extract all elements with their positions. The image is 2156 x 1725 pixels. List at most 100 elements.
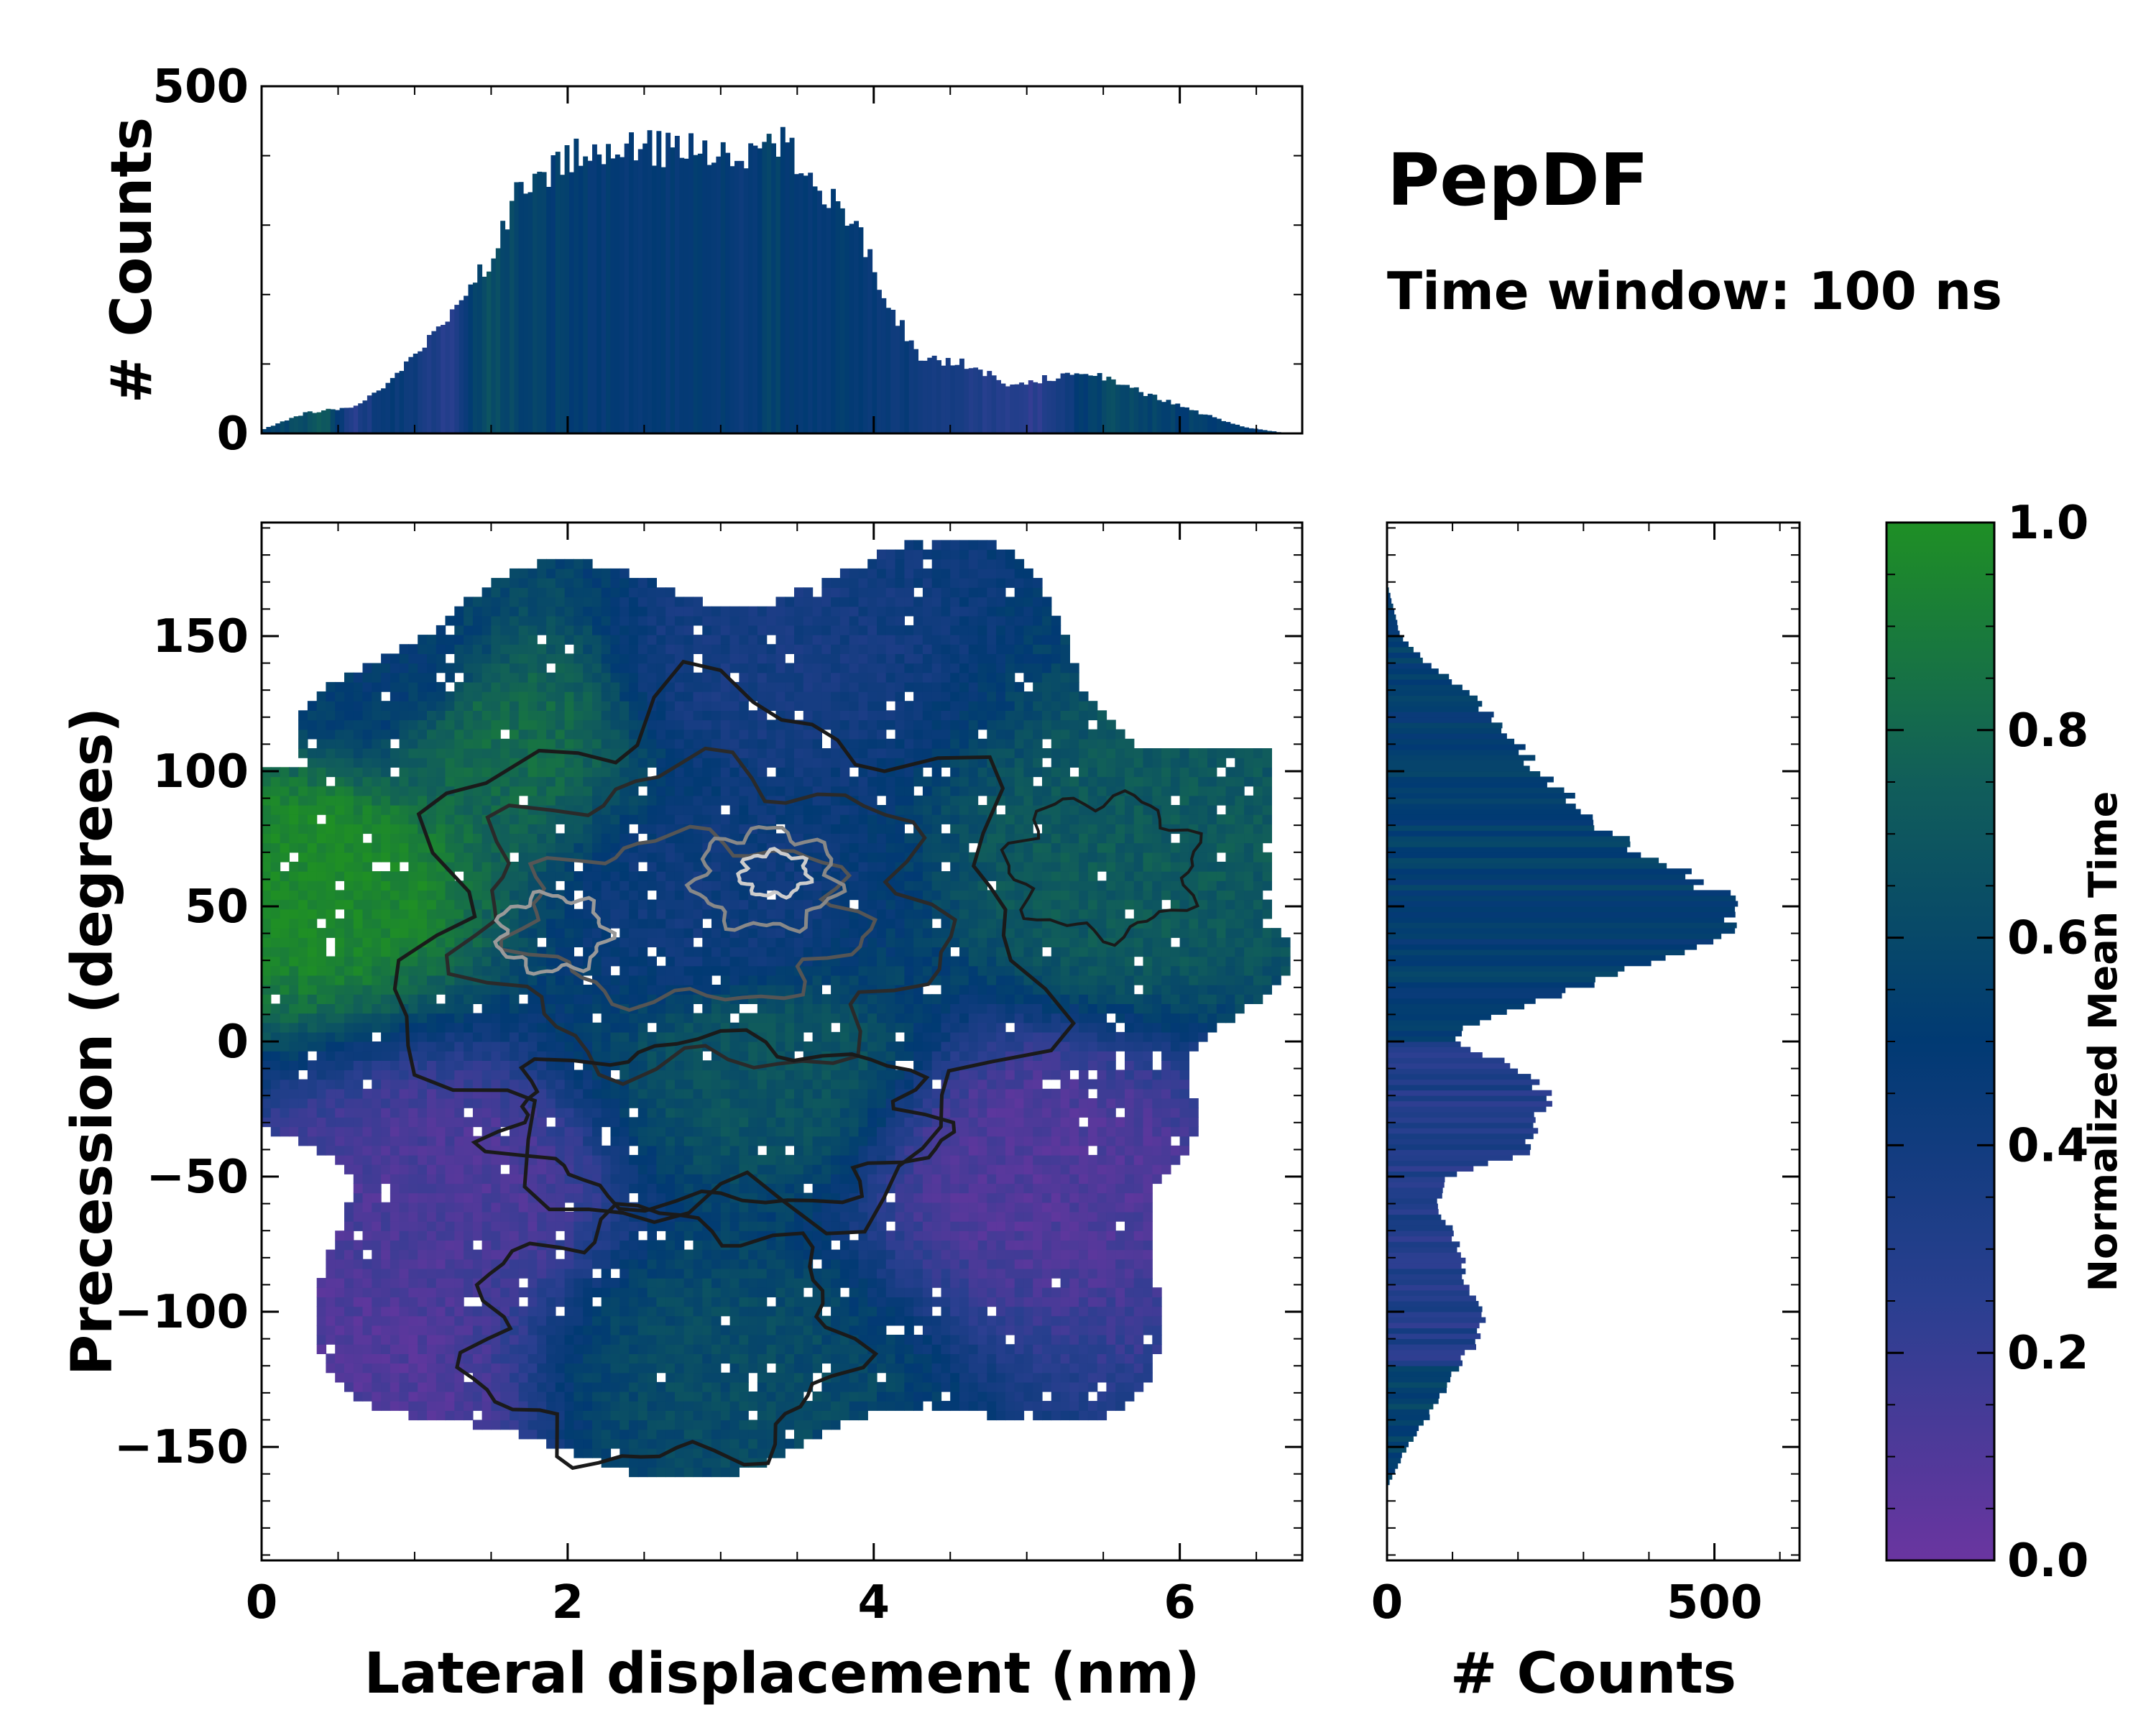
heatmap-cell <box>510 1164 520 1174</box>
heatmap-cell <box>335 1315 345 1326</box>
heatmap-cell <box>693 1088 703 1099</box>
heatmap-cell <box>785 975 795 985</box>
heatmap-cell <box>344 795 354 806</box>
heatmap-cell <box>757 975 768 985</box>
heatmap-cell <box>683 1174 694 1184</box>
heatmap-cell <box>665 1438 676 1449</box>
heatmap-cell <box>656 1392 666 1402</box>
heatmap-cell <box>518 691 529 702</box>
heatmap-cell <box>794 833 804 844</box>
heatmap-cell <box>619 597 630 607</box>
heatmap-cell <box>353 795 364 806</box>
heatmap-cell <box>711 1249 722 1260</box>
heatmap-cell <box>390 937 400 947</box>
heatmap-cell <box>583 1344 593 1354</box>
heatmap-cell <box>693 1070 703 1080</box>
heatmap-cell <box>335 1249 345 1260</box>
heatmap-cell <box>629 587 639 598</box>
heatmap-cell <box>637 1401 648 1411</box>
heatmap-cell <box>491 1013 501 1024</box>
heatmap-cell <box>436 1410 446 1421</box>
heatmap-cell <box>427 1108 437 1118</box>
heatmap-cell <box>482 1031 492 1042</box>
heatmap-cell <box>280 833 290 844</box>
heatmap-cell <box>619 880 630 891</box>
heatmap-cell <box>573 691 584 702</box>
heatmap-cell <box>583 1145 593 1156</box>
heatmap-cell <box>564 1268 574 1279</box>
heatmap-cell <box>454 814 464 824</box>
heatmap-cell <box>316 1306 327 1317</box>
heatmap-cell <box>555 871 566 881</box>
heatmap-cell <box>573 1230 584 1241</box>
heatmap-cell <box>729 1353 740 1364</box>
heatmap-cell <box>619 1098 630 1108</box>
heatmap-cell <box>427 918 437 929</box>
heatmap-cell <box>674 918 685 929</box>
heatmap-cell <box>803 814 814 824</box>
heatmap-cell <box>601 1429 612 1440</box>
heatmap-cell <box>583 1154 593 1165</box>
heatmap-cell <box>518 814 529 824</box>
heatmap-cell <box>555 1098 566 1108</box>
heatmap-cell <box>262 1088 272 1099</box>
heatmap-cell <box>794 824 804 834</box>
heatmap-cell <box>427 1268 437 1279</box>
heatmap-cell <box>491 1164 501 1174</box>
heatmap-cell <box>748 1306 758 1317</box>
heatmap-cell <box>500 1031 510 1042</box>
heatmap-cell <box>711 672 722 683</box>
heatmap-cell <box>528 1174 538 1184</box>
heatmap-cell <box>637 918 648 929</box>
heatmap-cell <box>573 1401 584 1411</box>
heatmap-cell <box>564 1192 574 1203</box>
heatmap-cell <box>702 1458 712 1468</box>
heatmap-cell <box>427 1344 437 1354</box>
heatmap-cell <box>427 1126 437 1137</box>
heatmap-cell <box>353 1041 364 1052</box>
heatmap-cell <box>775 1325 786 1335</box>
heatmap-cell <box>537 729 547 740</box>
heatmap-cell <box>482 1003 492 1014</box>
heatmap-cell <box>500 606 510 617</box>
heatmap-cell <box>326 1098 336 1108</box>
heatmap-cell <box>445 1098 455 1108</box>
heatmap-cell <box>537 691 547 702</box>
heatmap-cell <box>372 1108 382 1118</box>
heatmap-cell <box>564 1278 574 1288</box>
heatmap-cell <box>528 1145 538 1156</box>
heatmap-cell <box>739 1221 749 1231</box>
heatmap-cell <box>583 606 593 617</box>
heatmap-cell <box>794 738 804 749</box>
heatmap-cell <box>702 672 712 683</box>
heatmap-cell <box>573 880 584 891</box>
heatmap-cell <box>537 1145 547 1156</box>
heatmap-cell <box>491 1108 501 1118</box>
heatmap-cell <box>353 1003 364 1014</box>
heatmap-cell <box>610 587 620 598</box>
heatmap-cell <box>720 776 731 787</box>
heatmap-cell <box>711 615 722 626</box>
heatmap-cell <box>464 691 474 702</box>
heatmap-cell <box>518 786 529 796</box>
heatmap-cell <box>821 1154 831 1165</box>
heatmap-cell <box>500 1003 510 1014</box>
heatmap-cell <box>729 805 740 815</box>
heatmap-cell <box>353 871 364 881</box>
heatmap-cell <box>665 1259 676 1269</box>
heatmap-cell <box>637 681 648 692</box>
heatmap-cell <box>757 1392 768 1402</box>
heatmap-cell <box>757 1335 768 1345</box>
heatmap-cell <box>629 956 639 967</box>
heatmap-cell <box>362 1335 372 1345</box>
heatmap-cell <box>702 1297 712 1307</box>
heatmap-cell <box>445 805 455 815</box>
heatmap-cell <box>510 710 520 721</box>
heatmap-cell <box>454 691 464 702</box>
heatmap-cell <box>656 1438 666 1449</box>
heatmap-cell <box>464 597 474 607</box>
heatmap-cell <box>629 1013 639 1024</box>
heatmap-cell <box>647 1429 657 1440</box>
heatmap-cell <box>518 1429 529 1440</box>
heatmap-cell <box>454 1297 464 1307</box>
